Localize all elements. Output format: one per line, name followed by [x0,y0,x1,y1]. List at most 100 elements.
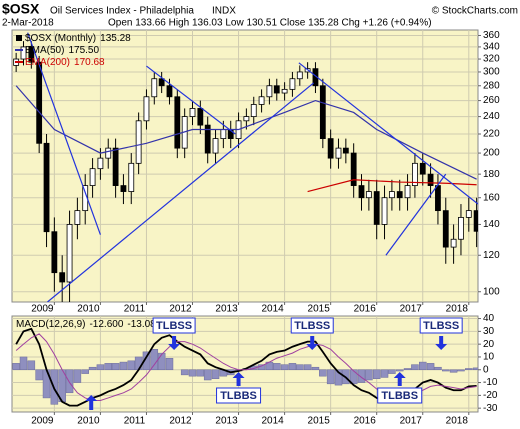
candle-body [296,71,303,80]
candle-body [435,185,441,212]
x-tick-label: 2015 [308,416,331,427]
x-tick-label: 2010 [77,304,100,315]
histogram-bar [273,363,281,371]
candle-body [74,210,81,225]
histogram-bar [150,349,159,371]
histogram-bar [104,363,112,371]
candle-body [427,173,434,186]
y-tick-label: 0 [483,364,489,375]
histogram-bar [203,369,212,381]
histogram-bar [27,360,36,371]
credit: © StockCharts.com [432,6,518,17]
candle-body [174,96,181,149]
histogram-bar [288,363,297,371]
candle-body [120,185,127,192]
candle-body [388,191,395,199]
annotation-arrow [435,336,448,350]
candle-body [212,138,219,154]
y-tick-label: 360 [483,30,500,41]
candle-body [273,85,280,94]
candle-body [412,162,418,186]
histogram-bar [311,366,320,371]
trendline [298,62,478,205]
candle-body [20,46,27,60]
histogram-bar [395,369,404,372]
x-tick-label: 2011 [124,416,146,427]
x-tick-label: 2013 [215,304,238,315]
candle-body [258,96,265,105]
histogram-bar [303,364,312,371]
histogram-bar [73,369,82,383]
histogram-bar [157,352,166,371]
histogram-bar [65,369,74,394]
candle-body [59,272,66,283]
x-tick-label: 2012 [169,304,192,315]
candle-body [404,185,411,199]
histogram-bar [35,369,43,381]
x-tick-label: 2017 [400,304,423,315]
x-tick-label: 2015 [308,304,331,315]
annotation-arrow [85,395,98,410]
candle-body [458,217,464,240]
histogram-bar [319,369,327,377]
y-tick-label: 100 [483,286,500,297]
candle-body [105,147,112,159]
candle-body [89,168,96,186]
x-tick-label: 2016 [354,304,377,315]
histogram-bar [365,369,373,381]
x-tick-label: 2017 [400,416,423,427]
candle-body [358,185,365,199]
x-tick-label: 2009 [31,416,54,427]
legend-name: $OSX (Monthly) [25,33,96,44]
y-tick-label: 180 [483,169,500,180]
exchange: INDX [212,6,236,17]
candle-body [197,108,204,126]
histogram-bar [457,369,465,372]
annotation-label: TLBBS [220,390,257,402]
histogram-bar [111,363,120,371]
candle-body [43,142,50,233]
x-tick-label: 2014 [261,304,284,315]
candle-body [128,162,135,192]
macd-legend-value: -12.600 [89,319,123,330]
histogram-bar [372,369,381,379]
annotation-arrow [232,372,245,386]
y-tick-label: 120 [483,250,500,261]
candle-body [151,78,158,98]
y-tick-label: 240 [483,111,500,122]
candle-body [319,85,326,140]
annotation-box [290,317,334,334]
annotation-box [377,387,423,404]
histogram-bar [81,369,89,374]
legend-label: $OSX (Monthly) 135.28 [25,33,131,44]
y-tick-label: 20 [483,339,495,350]
candle-body [373,191,380,225]
annotation-label: TLBSS [423,320,459,332]
candle-body [442,210,449,248]
histogram-bar [134,356,143,371]
histogram-bar [196,369,205,377]
candle-body [36,61,43,144]
histogram-bar [326,369,335,385]
candle-body [97,157,104,170]
x-tick-label: 2018 [446,416,469,427]
histogram-bar [280,364,289,371]
candle-body [419,162,426,175]
x-tick-label: 2013 [215,416,238,427]
candle-body [220,129,227,140]
x-tick-label: 2010 [77,416,100,427]
y-tick-label: 300 [483,67,500,78]
annotation-arrow [168,336,181,350]
chart-subtitle: Oil Services Index - Philadelphia [50,6,194,17]
candle-body [158,78,165,87]
y-tick-label: 40 [483,313,495,324]
histogram-bar [19,356,28,371]
plot-area [11,29,479,303]
annotation-box [419,317,463,334]
annotation-label: TLBBS [381,390,418,402]
y-tick-label: 160 [483,192,500,203]
annotation-label: TLBSS [294,320,330,332]
histogram-bar [426,363,435,371]
candle-body [135,120,142,164]
histogram-bar [165,357,174,371]
